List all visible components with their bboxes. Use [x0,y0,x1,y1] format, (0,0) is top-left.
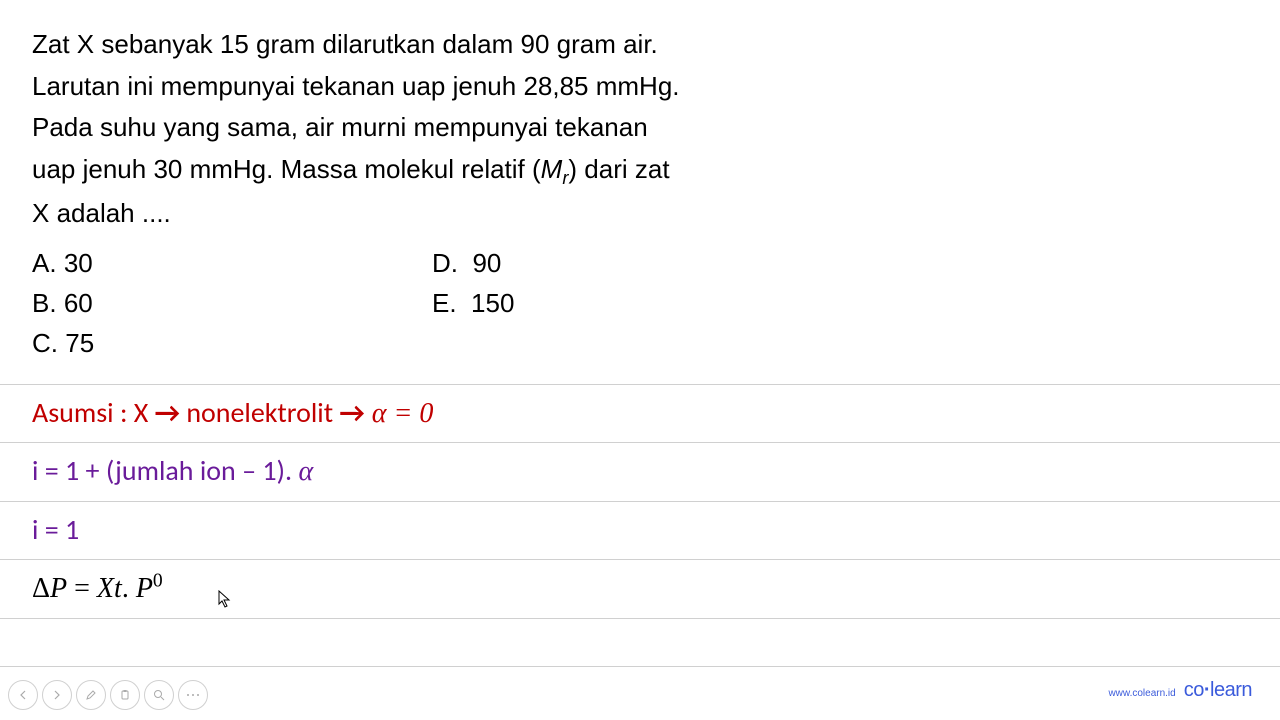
pen-icon [85,689,97,701]
zoom-icon [153,689,165,701]
question-line: Larutan ini mempunyai tekanan uap jenuh … [32,71,680,101]
prev-icon [18,690,28,700]
option-a: A. 30 [32,243,432,283]
clipboard-icon [119,689,131,701]
footer-logo: co·learn [1184,679,1252,702]
option-c: C. 75 [32,323,432,363]
footer-url: www.colearn.id [1108,688,1175,699]
note-line-empty-1 [0,618,1280,666]
bottom-toolbar [8,680,208,710]
note-line-3: i = 1 [0,501,1280,559]
footer-brand: www.colearn.id co·learn [1108,679,1252,702]
question-line: uap jenuh 30 mmHg. Massa molekul relatif… [32,154,541,184]
next-button[interactable] [42,680,72,710]
zoom-button[interactable] [144,680,174,710]
question-line: X adalah .... [32,198,171,228]
option-b: B. 60 [32,283,432,323]
delta-p-formula: ΔP = Xt. P0 [32,573,163,604]
more-button[interactable] [178,680,208,710]
options-row-3: C. 75 [0,323,1280,363]
note-line-1: Asumsi : X → nonelektrolit → α = 0 [0,384,1280,443]
pen-button[interactable] [76,680,106,710]
mr-symbol: M [541,154,563,184]
assumption-text: Asumsi : X → nonelektrolit → α = 0 [32,395,433,430]
note-line-2: i = 1 + (jumlah ion – 1). α [0,442,1280,501]
question-line: Zat X sebanyak 15 gram dilarutkan dalam … [32,29,658,59]
more-icon [186,693,200,697]
formula-i: i = 1 + (jumlah ion – 1). α [32,453,313,488]
question-line: Pada suhu yang sama, air murni mempunyai… [32,112,648,142]
option-d: D. 90 [432,243,732,283]
notes-area: Asumsi : X → nonelektrolit → α = 0 i = 1… [0,384,1280,715]
note-line-4: ΔP = Xt. P0 [0,559,1280,618]
i-value: i = 1 [32,512,79,547]
option-e: E. 150 [432,283,732,323]
clipboard-button[interactable] [110,680,140,710]
options-row-1: A. 30 D. 90 [0,243,1280,283]
question-text: Zat X sebanyak 15 gram dilarutkan dalam … [0,0,830,243]
next-icon [52,690,62,700]
question-line: ) dari zat [568,154,669,184]
prev-button[interactable] [8,680,38,710]
options-row-2: B. 60 E. 150 [0,283,1280,323]
